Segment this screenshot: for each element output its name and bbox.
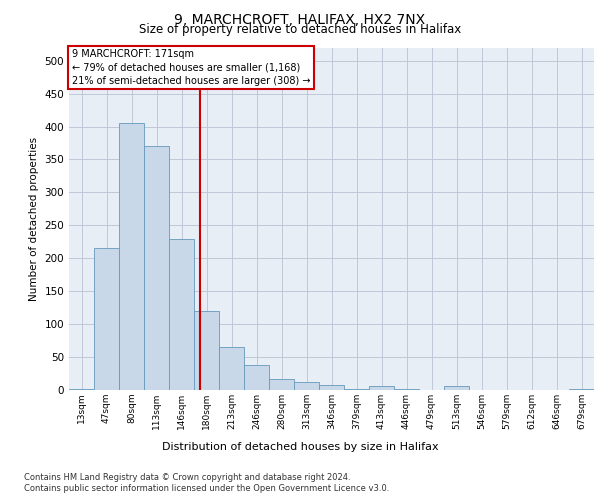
Bar [144,146,169,390]
Bar [369,386,394,390]
Bar [94,248,119,390]
Text: Size of property relative to detached houses in Halifax: Size of property relative to detached ho… [139,22,461,36]
Bar [319,386,344,390]
Bar [244,365,269,390]
Bar [194,311,219,390]
Text: 9, MARCHCROFT, HALIFAX, HX2 7NX: 9, MARCHCROFT, HALIFAX, HX2 7NX [175,12,425,26]
Bar [219,347,244,390]
Bar [294,382,319,390]
Text: 9 MARCHCROFT: 171sqm
← 79% of detached houses are smaller (1,168)
21% of semi-de: 9 MARCHCROFT: 171sqm ← 79% of detached h… [71,49,310,86]
Y-axis label: Number of detached properties: Number of detached properties [29,136,39,301]
Bar [169,238,194,390]
Bar [69,388,94,390]
Bar [119,123,144,390]
Text: Contains HM Land Registry data © Crown copyright and database right 2024.: Contains HM Land Registry data © Crown c… [24,472,350,482]
Text: Distribution of detached houses by size in Halifax: Distribution of detached houses by size … [161,442,439,452]
Text: Contains public sector information licensed under the Open Government Licence v3: Contains public sector information licen… [24,484,389,493]
Bar [344,388,369,390]
Bar [444,386,469,390]
Bar [269,379,294,390]
